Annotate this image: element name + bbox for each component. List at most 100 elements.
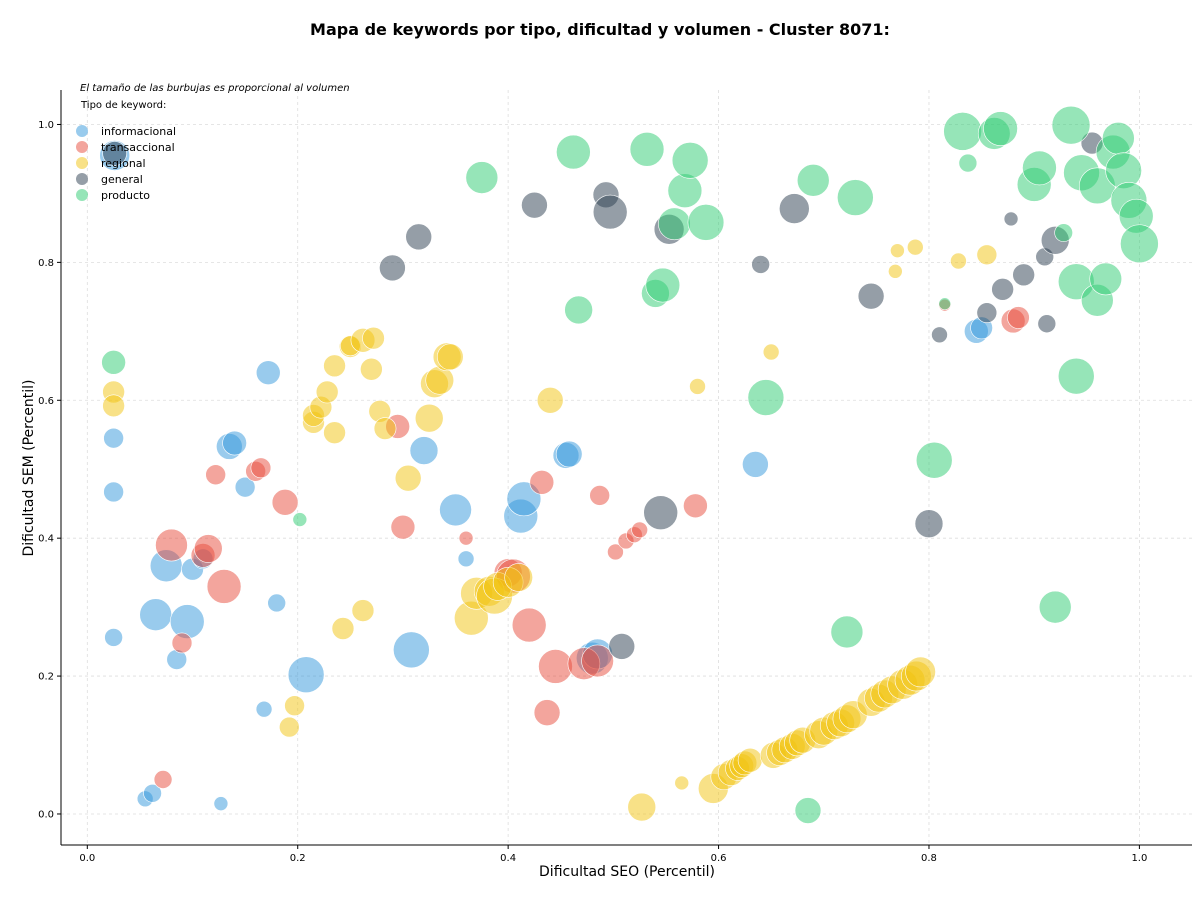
grid-lines (61, 90, 1192, 845)
legend-label-transaccional: transaccional (101, 141, 175, 154)
series-producto (101, 105, 1159, 824)
bubble-point (581, 644, 614, 678)
bubble-point (222, 430, 247, 456)
bubble-point (629, 131, 665, 167)
bubble-point (139, 598, 172, 632)
bubble-point (521, 191, 548, 219)
bubble-point (976, 244, 998, 266)
bubble-point (931, 326, 948, 344)
legend-marker-general (76, 173, 88, 185)
bubble-point (271, 489, 299, 516)
bubble-point (323, 421, 346, 444)
bubble-point (504, 563, 533, 592)
bubble-point (906, 238, 924, 256)
x-tick-label: 0.0 (79, 853, 95, 864)
bubble-point (409, 436, 439, 465)
bubble-point (607, 543, 624, 561)
bubble-point (983, 111, 1018, 146)
bubble-point (914, 509, 944, 538)
bubble-point (658, 207, 691, 241)
bubble-point (171, 632, 193, 654)
bubble-point (1037, 314, 1057, 334)
bubble-point (439, 493, 472, 527)
bubble-point (958, 153, 978, 173)
bubble-point (592, 194, 628, 230)
x-tick-label: 0.2 (290, 853, 306, 864)
bubble-point (393, 631, 430, 669)
legend-marker-informacional (76, 125, 88, 137)
bubble-point (360, 357, 383, 381)
bubble-point (915, 441, 953, 479)
bubble-point (556, 134, 591, 170)
bubble-point (1007, 306, 1030, 329)
bubble-point (1120, 224, 1159, 264)
bubble-point (938, 297, 952, 311)
x-tick-label: 1.0 (1131, 853, 1147, 864)
bubble-point (857, 282, 885, 310)
y-tick-label: 0.0 (38, 809, 54, 820)
bubble-point (1054, 223, 1073, 243)
bubble-point (193, 534, 223, 563)
legend-label-regional: regional (101, 157, 146, 170)
y-tick-label: 0.8 (38, 258, 54, 269)
bubble-point (169, 604, 205, 639)
bubble-point (674, 775, 690, 791)
bubble-point (689, 378, 706, 395)
legend-label-producto: producto (101, 189, 150, 202)
bubble-point (779, 193, 810, 224)
bubble-point (414, 403, 444, 433)
bubble-point (213, 796, 229, 811)
y-tick-label: 0.4 (38, 534, 54, 545)
bubble-point (1003, 211, 1019, 227)
bubble-point (1022, 150, 1057, 186)
legend-marker-producto (76, 189, 88, 201)
y-tick-label: 1.0 (38, 120, 54, 131)
bubble-point (1012, 263, 1035, 287)
bubble-point (287, 656, 325, 693)
x-tick-label: 0.4 (500, 853, 516, 864)
bubble-point (279, 716, 300, 738)
bubble-point (143, 783, 162, 803)
bubble-point (104, 628, 123, 647)
axes (60, 90, 1192, 846)
bubble-point (234, 476, 256, 498)
bubble-point (631, 521, 648, 539)
bubble-point (103, 427, 124, 449)
legend-label-informacional: informacional (101, 125, 176, 138)
bubble-point (457, 550, 475, 568)
y-tick-label: 0.2 (38, 672, 54, 683)
bubble-point (155, 528, 188, 562)
bubble-point (405, 223, 433, 251)
bubble-point (627, 792, 657, 822)
bubble-point (837, 179, 874, 216)
bubble-point (373, 417, 397, 440)
y-axis-label: Dificultad SEM (Percentil) (21, 380, 37, 557)
bubble-point (608, 633, 636, 660)
series-transaccional (153, 298, 1030, 789)
bubble-point (667, 173, 703, 208)
bubble-point (458, 530, 474, 546)
series-regional (102, 238, 998, 822)
bubble-point (564, 295, 593, 325)
bubble-point (888, 264, 903, 279)
bubble-point (890, 243, 905, 258)
legend-label-general: general (101, 173, 143, 186)
chart-title: Mapa de keywords por tipo, dificultad y … (310, 20, 890, 39)
bubble-point (250, 457, 272, 479)
bubble-layer (99, 105, 1159, 824)
bubble-point (267, 593, 286, 613)
bubble-point (362, 326, 385, 350)
y-tick-label: 0.6 (38, 396, 54, 407)
bubble-point (796, 164, 830, 197)
bubble-point (255, 360, 281, 385)
bubble-point (742, 451, 769, 478)
bubble-point (351, 599, 375, 622)
bubble-point (687, 204, 725, 241)
x-tick-label: 0.6 (711, 853, 727, 864)
bubble-point (533, 699, 561, 726)
bubble-point (315, 380, 339, 404)
bubble-point (103, 481, 124, 503)
x-axis-label: Dificultad SEO (Percentil) (539, 864, 715, 880)
bubble-point (1102, 121, 1135, 155)
bubble-point (102, 141, 127, 166)
